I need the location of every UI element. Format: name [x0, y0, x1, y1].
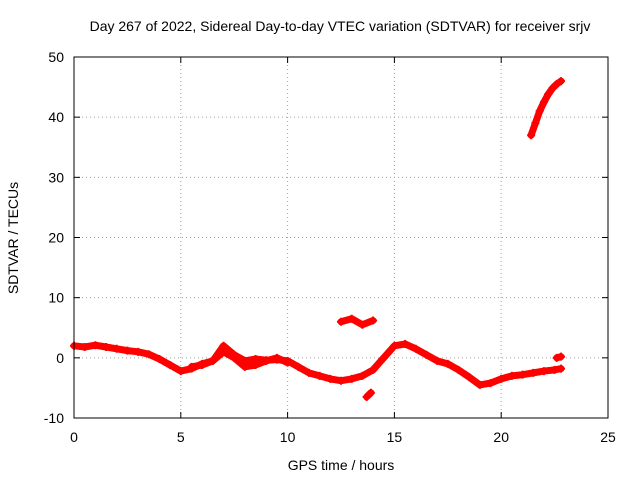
data-point [315, 371, 324, 380]
data-point [230, 353, 239, 362]
data-point [475, 380, 484, 389]
data-point [294, 362, 303, 371]
data-point [208, 356, 217, 365]
data-point [166, 361, 175, 370]
data-point [240, 362, 249, 371]
data-point [326, 374, 335, 383]
data-point [362, 392, 371, 401]
series-short-segment-near-13-8h [362, 388, 375, 401]
data-point [518, 370, 527, 379]
data-point [550, 365, 559, 374]
data-point [219, 347, 228, 356]
data-series [70, 77, 566, 401]
data-point [539, 98, 548, 107]
x-tick-label: 10 [280, 429, 296, 445]
data-point [366, 388, 375, 397]
data-point [144, 350, 153, 359]
x-tick-label: 0 [70, 429, 78, 445]
data-point [358, 320, 367, 329]
x-axis-ticks: 0 5 10 15 20 25 [70, 57, 616, 445]
data-point [304, 368, 313, 377]
data-point [369, 365, 378, 374]
series-band [187, 348, 292, 371]
chart-title: Day 267 of 2022, Sidereal Day-to-day VTE… [90, 18, 591, 34]
data-point [80, 343, 89, 352]
y-tick-label: 30 [48, 169, 64, 185]
data-point [531, 119, 540, 128]
data-point [123, 346, 132, 355]
data-point [557, 364, 566, 373]
data-point [552, 80, 561, 89]
data-point [433, 356, 442, 365]
data-point [262, 356, 271, 365]
series-band [70, 340, 565, 389]
data-point [527, 131, 536, 140]
data-point [539, 367, 548, 376]
series-band [337, 315, 377, 329]
data-point [347, 314, 356, 323]
data-point [401, 339, 410, 348]
series-segment-at-13h [337, 314, 378, 329]
y-tick-label: 0 [56, 350, 64, 366]
data-point [198, 361, 207, 370]
x-tick-label: 15 [387, 429, 403, 445]
y-tick-label: 10 [48, 290, 64, 306]
y-tick-label: -10 [44, 410, 64, 426]
series-secondary-band [187, 347, 292, 371]
data-point [557, 352, 566, 361]
data-point [337, 317, 345, 326]
data-point [422, 350, 431, 359]
data-point [390, 341, 399, 350]
data-point [369, 316, 378, 325]
data-point [251, 361, 260, 370]
data-point [486, 379, 495, 388]
data-point [544, 90, 553, 99]
data-point [443, 359, 452, 368]
y-tick-label: 40 [48, 109, 64, 125]
data-point [454, 365, 463, 374]
data-point [497, 374, 506, 383]
y-tick-label: 50 [48, 49, 64, 65]
data-point [548, 84, 557, 93]
x-tick-label: 20 [493, 429, 509, 445]
data-point [176, 367, 185, 376]
data-point [347, 374, 356, 383]
series-end-segment [552, 352, 566, 362]
data-point [283, 358, 292, 367]
x-axis-label: GPS time / hours [288, 457, 395, 473]
y-axis-ticks: -10 0 10 20 30 40 50 [44, 49, 608, 426]
data-point [379, 353, 388, 362]
data-point [155, 355, 164, 364]
x-tick-label: 5 [177, 429, 185, 445]
data-point [529, 368, 538, 377]
data-point [272, 353, 281, 362]
data-point [112, 344, 121, 353]
data-point [535, 107, 544, 116]
data-point [557, 77, 566, 86]
data-point [411, 344, 420, 353]
series-main-band [70, 339, 566, 389]
data-point [358, 371, 367, 380]
data-point [187, 362, 196, 371]
data-point [91, 341, 100, 350]
grid-lines [74, 57, 608, 418]
data-point [552, 353, 561, 362]
x-tick-label: 25 [600, 429, 616, 445]
y-axis-label: SDTVAR / TECUs [5, 182, 21, 294]
data-point [337, 376, 345, 385]
data-point [134, 347, 143, 356]
data-point [102, 343, 111, 352]
data-point [465, 373, 474, 382]
data-point [507, 371, 516, 380]
series-rising-segment-after-21h [527, 77, 566, 140]
y-tick-label: 20 [48, 230, 64, 246]
